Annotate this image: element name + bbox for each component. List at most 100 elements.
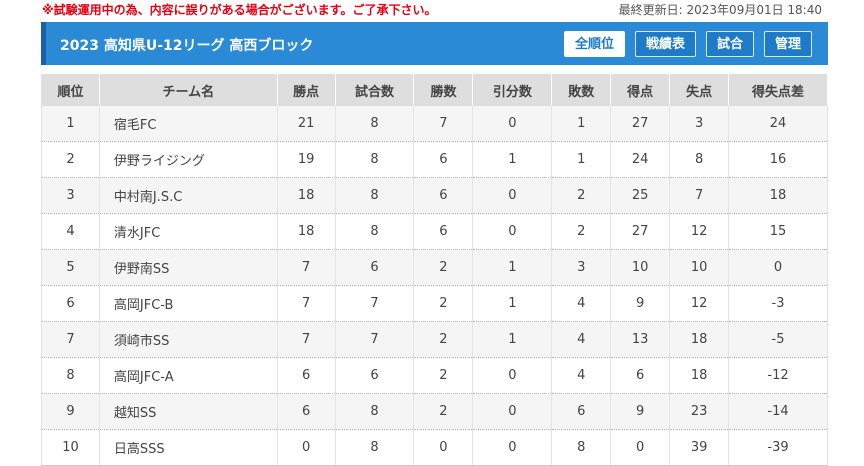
cell-losses: 4: [551, 357, 612, 394]
cell-wins: 2: [413, 393, 474, 430]
table-header-row: 順位 チーム名 勝点 試合数 勝数 引分数 敗数 得点 失点 得失点差: [41, 74, 828, 106]
column-header-played: 試合数: [335, 74, 415, 106]
column-header-losses: 敗数: [551, 74, 612, 106]
cell-team-name: 清水JFC: [99, 213, 278, 250]
cell-losses: 3: [551, 249, 612, 286]
cell-points: 6: [277, 393, 336, 430]
cell-rank: 3: [41, 177, 100, 214]
cell-team-name: 高岡JFC-B: [99, 285, 278, 322]
cell-draws: 1: [472, 285, 553, 322]
cell-goals-for: 6: [610, 357, 671, 394]
manage-button[interactable]: 管理: [763, 31, 812, 57]
cell-goals-for: 13: [610, 321, 671, 358]
results-table-button[interactable]: 戦績表: [634, 31, 696, 57]
cell-goal-difference: -3: [728, 285, 828, 322]
cell-wins: 6: [413, 177, 474, 214]
view-buttons: 全順位 戦績表 試合 管理: [563, 31, 812, 57]
cell-goals-for: 9: [610, 285, 671, 322]
cell-draws: 0: [472, 357, 553, 394]
cell-goals-against: 10: [669, 249, 730, 286]
cell-draws: 0: [472, 213, 553, 250]
cell-played: 6: [335, 249, 415, 286]
cell-points: 19: [277, 141, 336, 178]
cell-wins: 6: [413, 213, 474, 250]
cell-team-name: 高岡JFC-A: [99, 357, 278, 394]
cell-goals-against: 18: [669, 321, 730, 358]
cell-goals-for: 24: [610, 141, 671, 178]
cell-rank: 5: [41, 249, 100, 286]
cell-points: 7: [277, 285, 336, 322]
cell-goals-for: 0: [610, 429, 671, 466]
cell-rank: 9: [41, 393, 100, 430]
cell-points: 7: [277, 249, 336, 286]
cell-team-name: 日高SSS: [99, 429, 278, 466]
cell-draws: 0: [472, 177, 553, 214]
cell-points: 21: [277, 106, 336, 142]
cell-points: 18: [277, 177, 336, 214]
cell-wins: 2: [413, 357, 474, 394]
table-row: 10 日高SSS 0 8 0 0 8 0 39 -39: [41, 429, 828, 466]
cell-goal-difference: 18: [728, 177, 828, 214]
cell-team-name: 須崎市SS: [99, 321, 278, 358]
column-header-points: 勝点: [277, 74, 336, 106]
cell-wins: 7: [413, 106, 474, 142]
cell-losses: 4: [551, 321, 612, 358]
cell-goal-difference: 24: [728, 106, 828, 142]
cell-losses: 1: [551, 141, 612, 178]
cell-rank: 7: [41, 321, 100, 358]
matches-button[interactable]: 試合: [705, 31, 754, 57]
cell-team-name: 伊野南SS: [99, 249, 278, 286]
cell-goals-against: 18: [669, 357, 730, 394]
cell-goal-difference: -12: [728, 357, 828, 394]
column-header-draws: 引分数: [472, 74, 553, 106]
cell-played: 8: [335, 141, 415, 178]
cell-wins: 6: [413, 141, 474, 178]
cell-played: 7: [335, 285, 415, 322]
trial-warning: ※試験運用中の為、内容に誤りがある場合がございます。ご了承下さい。: [42, 3, 437, 17]
table-row: 7 須崎市SS 7 7 2 1 4 13 18 -5: [41, 321, 828, 358]
table-row: 5 伊野南SS 7 6 2 1 3 10 10 0: [41, 249, 828, 286]
cell-played: 7: [335, 321, 415, 358]
cell-draws: 1: [472, 249, 553, 286]
cell-rank: 4: [41, 213, 100, 250]
cell-goals-against: 3: [669, 106, 730, 142]
cell-losses: 2: [551, 213, 612, 250]
column-header-wins: 勝数: [413, 74, 474, 106]
cell-goals-for: 10: [610, 249, 671, 286]
top-notice-bar: ※試験運用中の為、内容に誤りがある場合がございます。ご了承下さい。 最終更新日:…: [0, 0, 864, 22]
cell-points: 7: [277, 321, 336, 358]
cell-goals-for: 9: [610, 393, 671, 430]
cell-wins: 2: [413, 285, 474, 322]
cell-goals-against: 8: [669, 141, 730, 178]
cell-rank: 10: [41, 429, 100, 466]
cell-team-name: 越知SS: [99, 393, 278, 430]
column-header-goals-against: 失点: [669, 74, 730, 106]
cell-goals-against: 39: [669, 429, 730, 466]
cell-played: 8: [335, 393, 415, 430]
cell-losses: 8: [551, 429, 612, 466]
table-row: 2 伊野ライジング 19 8 6 1 1 24 8 16: [41, 141, 828, 178]
cell-goal-difference: 0: [728, 249, 828, 286]
column-header-team-name: チーム名: [99, 74, 278, 106]
cell-goal-difference: -5: [728, 321, 828, 358]
cell-team-name: 伊野ライジング: [99, 141, 278, 178]
cell-goal-difference: -14: [728, 393, 828, 430]
cell-rank: 2: [41, 141, 100, 178]
cell-wins: 2: [413, 321, 474, 358]
all-standings-button[interactable]: 全順位: [563, 31, 625, 57]
cell-played: 8: [335, 429, 415, 466]
table-row: 4 清水JFC 18 8 6 0 2 27 12 15: [41, 213, 828, 250]
cell-rank: 8: [41, 357, 100, 394]
table-row: 6 高岡JFC-B 7 7 2 1 4 9 12 -3: [41, 285, 828, 322]
cell-draws: 0: [472, 429, 553, 466]
cell-points: 6: [277, 357, 336, 394]
cell-losses: 4: [551, 285, 612, 322]
cell-wins: 2: [413, 249, 474, 286]
table-row: 9 越知SS 6 8 2 0 6 9 23 -14: [41, 393, 828, 430]
cell-goals-against: 12: [669, 213, 730, 250]
cell-rank: 6: [41, 285, 100, 322]
cell-losses: 2: [551, 177, 612, 214]
page-title: 2023 高知県U-12リーグ 高西ブロック: [60, 38, 314, 54]
column-header-goals-for: 得点: [610, 74, 671, 106]
cell-team-name: 中村南J.S.C: [99, 177, 278, 214]
